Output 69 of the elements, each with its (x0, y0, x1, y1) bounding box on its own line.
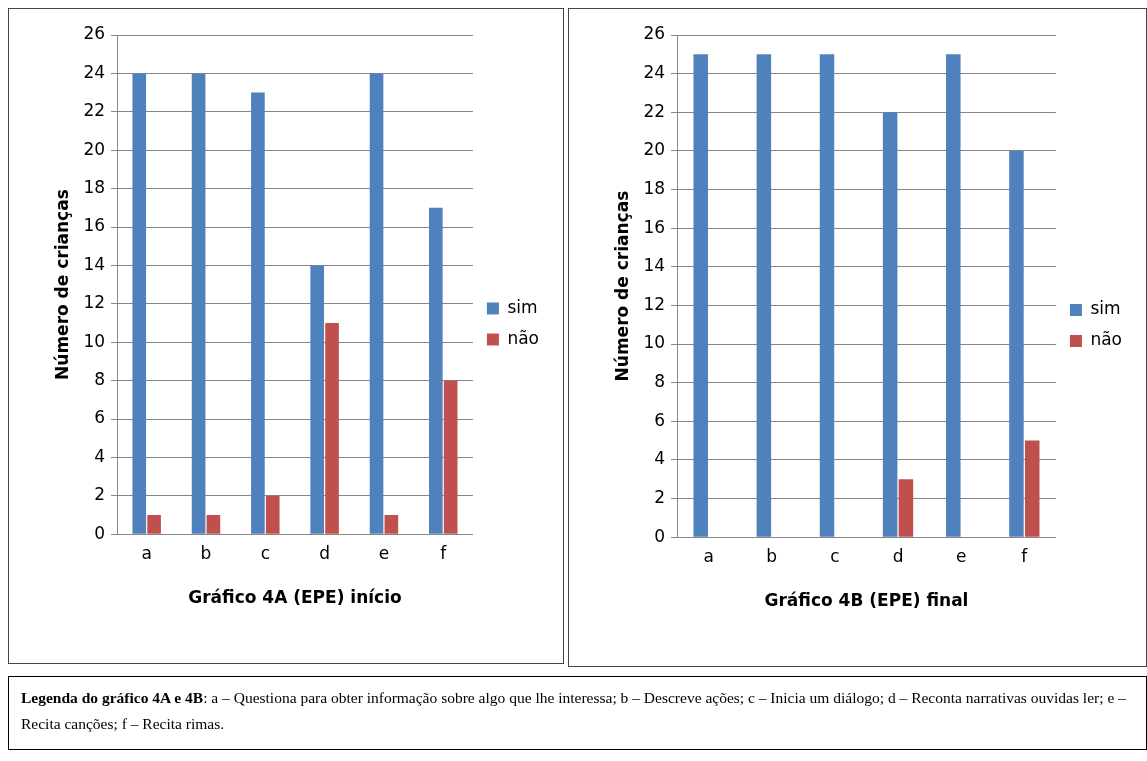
y-tick-label: 8 (94, 369, 106, 390)
y-tick-label: 6 (654, 409, 666, 430)
bar (265, 495, 280, 534)
bar (693, 54, 708, 537)
bar (384, 515, 399, 534)
y-tick-label: 2 (654, 486, 666, 507)
x-tick-label: a (703, 545, 714, 566)
bar (1024, 440, 1040, 537)
y-tick-label: 26 (643, 23, 666, 44)
y-tick-label: 22 (83, 100, 106, 121)
x-tick-label: f (1021, 545, 1029, 566)
y-tick-label: 2 (94, 484, 106, 505)
bar (898, 479, 914, 537)
y-tick-label: 14 (643, 255, 666, 276)
bar (206, 515, 221, 534)
x-tick-label: f (440, 542, 448, 563)
y-tick-label: 14 (83, 253, 106, 274)
y-tick-label: 10 (643, 332, 666, 353)
x-tick-label: b (766, 545, 778, 566)
legend-label: não (1090, 329, 1122, 350)
y-tick-label: 12 (643, 293, 666, 314)
x-tick-label: b (200, 542, 212, 563)
bar (882, 112, 898, 537)
y-tick-label: 0 (654, 525, 666, 546)
y-tick-label: 10 (83, 330, 106, 351)
x-tick-label: c (260, 542, 270, 563)
x-axis-title: Gráfico 4A (EPE) início (188, 587, 402, 608)
y-tick-label: 4 (654, 448, 666, 469)
y-tick-label: 12 (83, 292, 106, 313)
x-tick-label: d (319, 542, 331, 563)
bar (819, 54, 835, 537)
x-axis-title: Gráfico 4B (EPE) final (764, 590, 969, 611)
y-tick-label: 16 (83, 215, 106, 236)
bar (756, 54, 772, 537)
bar (310, 265, 325, 534)
bar (325, 323, 339, 534)
y-axis-title: Número de crianças (611, 190, 632, 382)
y-tick-label: 24 (643, 62, 666, 83)
bar (429, 207, 443, 534)
y-tick-label: 26 (83, 23, 106, 44)
y-tick-label: 20 (83, 138, 106, 159)
text: Legenda do gráfico 4A e 4B: a – Questiona para obter informação sobre algo que lhe interessa; b – Descreve ações; c – Inicia um diálogo; d – Reconta narrativas ouvidas ler; e – Recita canções; f – Recita rimas. (21, 688, 1127, 734)
y-tick-label: 24 (83, 61, 106, 82)
bar (1009, 150, 1024, 537)
bar (147, 515, 161, 534)
y-tick-label: 20 (643, 139, 666, 160)
y-tick-label: 16 (643, 216, 666, 237)
bar (132, 73, 147, 534)
x-tick-label: e (955, 545, 967, 566)
bar (946, 54, 961, 537)
bar (369, 73, 384, 534)
y-tick-label: 6 (94, 407, 106, 428)
y-tick-label: 18 (643, 177, 666, 198)
legend-label: sim (1090, 298, 1121, 319)
bar (251, 92, 265, 534)
y-tick-label: 0 (94, 522, 106, 543)
x-tick-label: e (378, 542, 390, 563)
x-tick-label: c (830, 545, 840, 566)
y-axis-title: Número de crianças (51, 189, 72, 380)
legend-label: não (507, 327, 539, 348)
bar (443, 380, 458, 534)
bar (191, 73, 206, 534)
x-tick-label: a (141, 542, 152, 563)
y-tick-label: 4 (94, 445, 106, 466)
y-tick-label: 18 (83, 177, 106, 198)
x-tick-label: d (892, 545, 904, 566)
y-tick-label: 8 (654, 371, 666, 392)
legend-label: sim (507, 296, 538, 317)
y-tick-label: 22 (643, 100, 666, 121)
